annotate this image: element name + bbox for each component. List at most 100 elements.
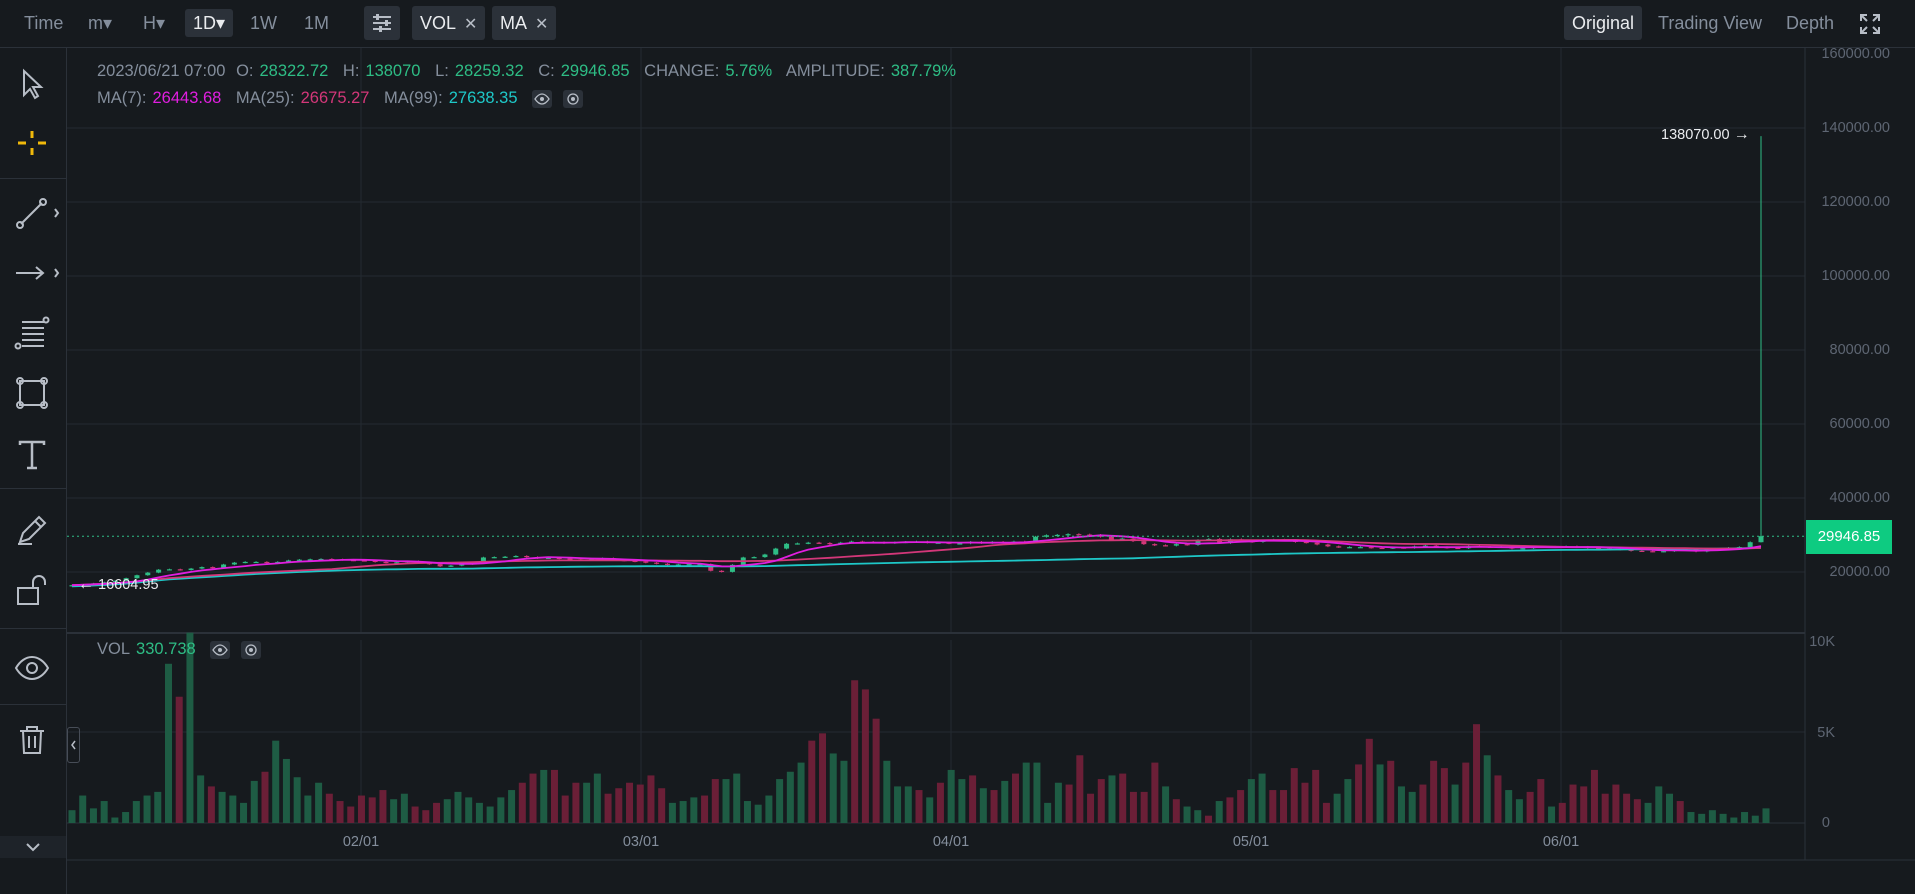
volume-bar [1269,790,1277,823]
volume-bar [1001,780,1009,823]
candle-body [1173,544,1179,546]
volume-bar [1312,769,1320,823]
volume-bar [722,779,730,823]
crosshair-icon[interactable] [12,123,52,163]
volume-bar [1601,793,1609,823]
candle-body [1163,545,1169,547]
y-tick-label: 40000.00 [1829,490,1890,506]
volume-bar [1526,791,1534,823]
collapse-left-icon [71,740,76,750]
indicator-settings-button[interactable] [364,6,400,40]
candle-body [697,564,703,566]
day-interval-dropdown[interactable]: 1D▾ [185,9,234,37]
volume-bar [433,802,441,823]
volume-bar [508,790,516,823]
ma7-label: MA(7): [97,89,147,107]
volume-bar [1569,784,1577,823]
volume-bar [1644,802,1652,823]
trend-line-icon[interactable] [12,193,64,233]
y-tick-label: 20000.00 [1829,564,1890,580]
volume-bar [1140,791,1148,823]
eye-icon[interactable] [532,89,553,108]
candle-body [448,565,454,567]
minute-interval-dropdown[interactable]: m▾ [88,13,113,33]
trash-icon[interactable] [12,720,52,760]
volume-bar [1762,808,1770,823]
week-interval-button[interactable]: 1W [250,13,277,33]
close-icon[interactable]: ✕ [464,16,478,33]
volume-bar [336,801,344,823]
fib-icon[interactable] [12,313,52,353]
x-tick-label: 04/01 [932,834,970,850]
candle-body [1368,547,1374,549]
month-interval-button[interactable]: 1M [304,13,330,33]
volume-bar [958,779,966,823]
candle-body [751,557,757,559]
candle-body [1043,535,1049,537]
candle-body [664,563,670,565]
volume-bar [143,795,151,823]
volume-bar [1730,817,1738,823]
candle-body [318,558,324,561]
text-icon[interactable] [12,435,52,475]
vol-indicator-tag[interactable]: VOL ✕ [412,6,486,40]
volume-bar [1719,813,1727,823]
volume-bar [1172,799,1180,823]
x-tick-label: 06/01 [1542,834,1580,850]
volume-bar [1623,793,1631,823]
eye-icon[interactable] [210,640,231,659]
top-toolbar: Time m▾ H▾ 1D▾ 1W 1M VOL ✕ MA ✕ Original T… [0,0,1915,48]
lock-icon[interactable] [12,570,52,610]
candle-body [296,559,302,561]
volume-bar [1044,802,1052,823]
fullscreen-icon[interactable] [1858,12,1882,36]
tab-depth[interactable]: Depth [1786,13,1835,33]
cursor-arrow-icon[interactable] [12,63,52,103]
x-tick-label: 02/01 [342,834,380,850]
tab-trading-view[interactable]: Trading View [1658,13,1763,33]
collapse-left-button[interactable] [67,727,80,763]
ma7-line [71,534,1762,587]
tab-original[interactable]: Original [1564,6,1643,40]
volume-bar [593,773,601,823]
collapse-toolbar-button[interactable] [0,836,66,858]
volume-bar [979,788,987,823]
volume-bar [872,718,880,823]
close-label: C: [538,62,555,80]
candle-body [1379,547,1385,550]
close-icon[interactable]: ✕ [535,16,549,33]
rectangle-icon[interactable] [12,373,52,413]
candle-body [383,561,389,564]
volume-bar [454,791,462,823]
settings-icon[interactable] [240,640,261,659]
low-value: 28259.32 [454,62,524,80]
volume-bar [1612,784,1620,823]
candle-body [1141,541,1147,545]
volume-bar [250,780,258,823]
candle-body [231,562,237,565]
settings-icon[interactable] [562,89,583,108]
volume-bar [819,733,827,823]
ma-indicator-tag[interactable]: MA ✕ [492,6,557,40]
volume-bar [111,817,119,823]
candle-body [459,564,465,566]
volume-bar [1376,764,1384,823]
time-interval-label[interactable]: Time [24,13,64,33]
volume-bar [422,810,430,823]
volume-bar [1022,762,1030,823]
volume-bar [786,771,794,823]
volume-bar [915,790,923,823]
pen-icon[interactable] [12,510,52,550]
candle-body [935,542,941,544]
candle-body [1422,545,1428,547]
arrow-tool-icon[interactable] [12,253,64,293]
candle-body [437,564,443,567]
hour-interval-dropdown[interactable]: H▾ [143,13,166,33]
y-tick-label: 140000.00 [1821,120,1890,136]
legend-date: 2023/06/21 07:00 [97,62,226,80]
eye-icon[interactable] [12,648,52,688]
volume-bar [883,760,891,823]
candle-body [654,562,660,564]
candle-body [491,557,497,559]
